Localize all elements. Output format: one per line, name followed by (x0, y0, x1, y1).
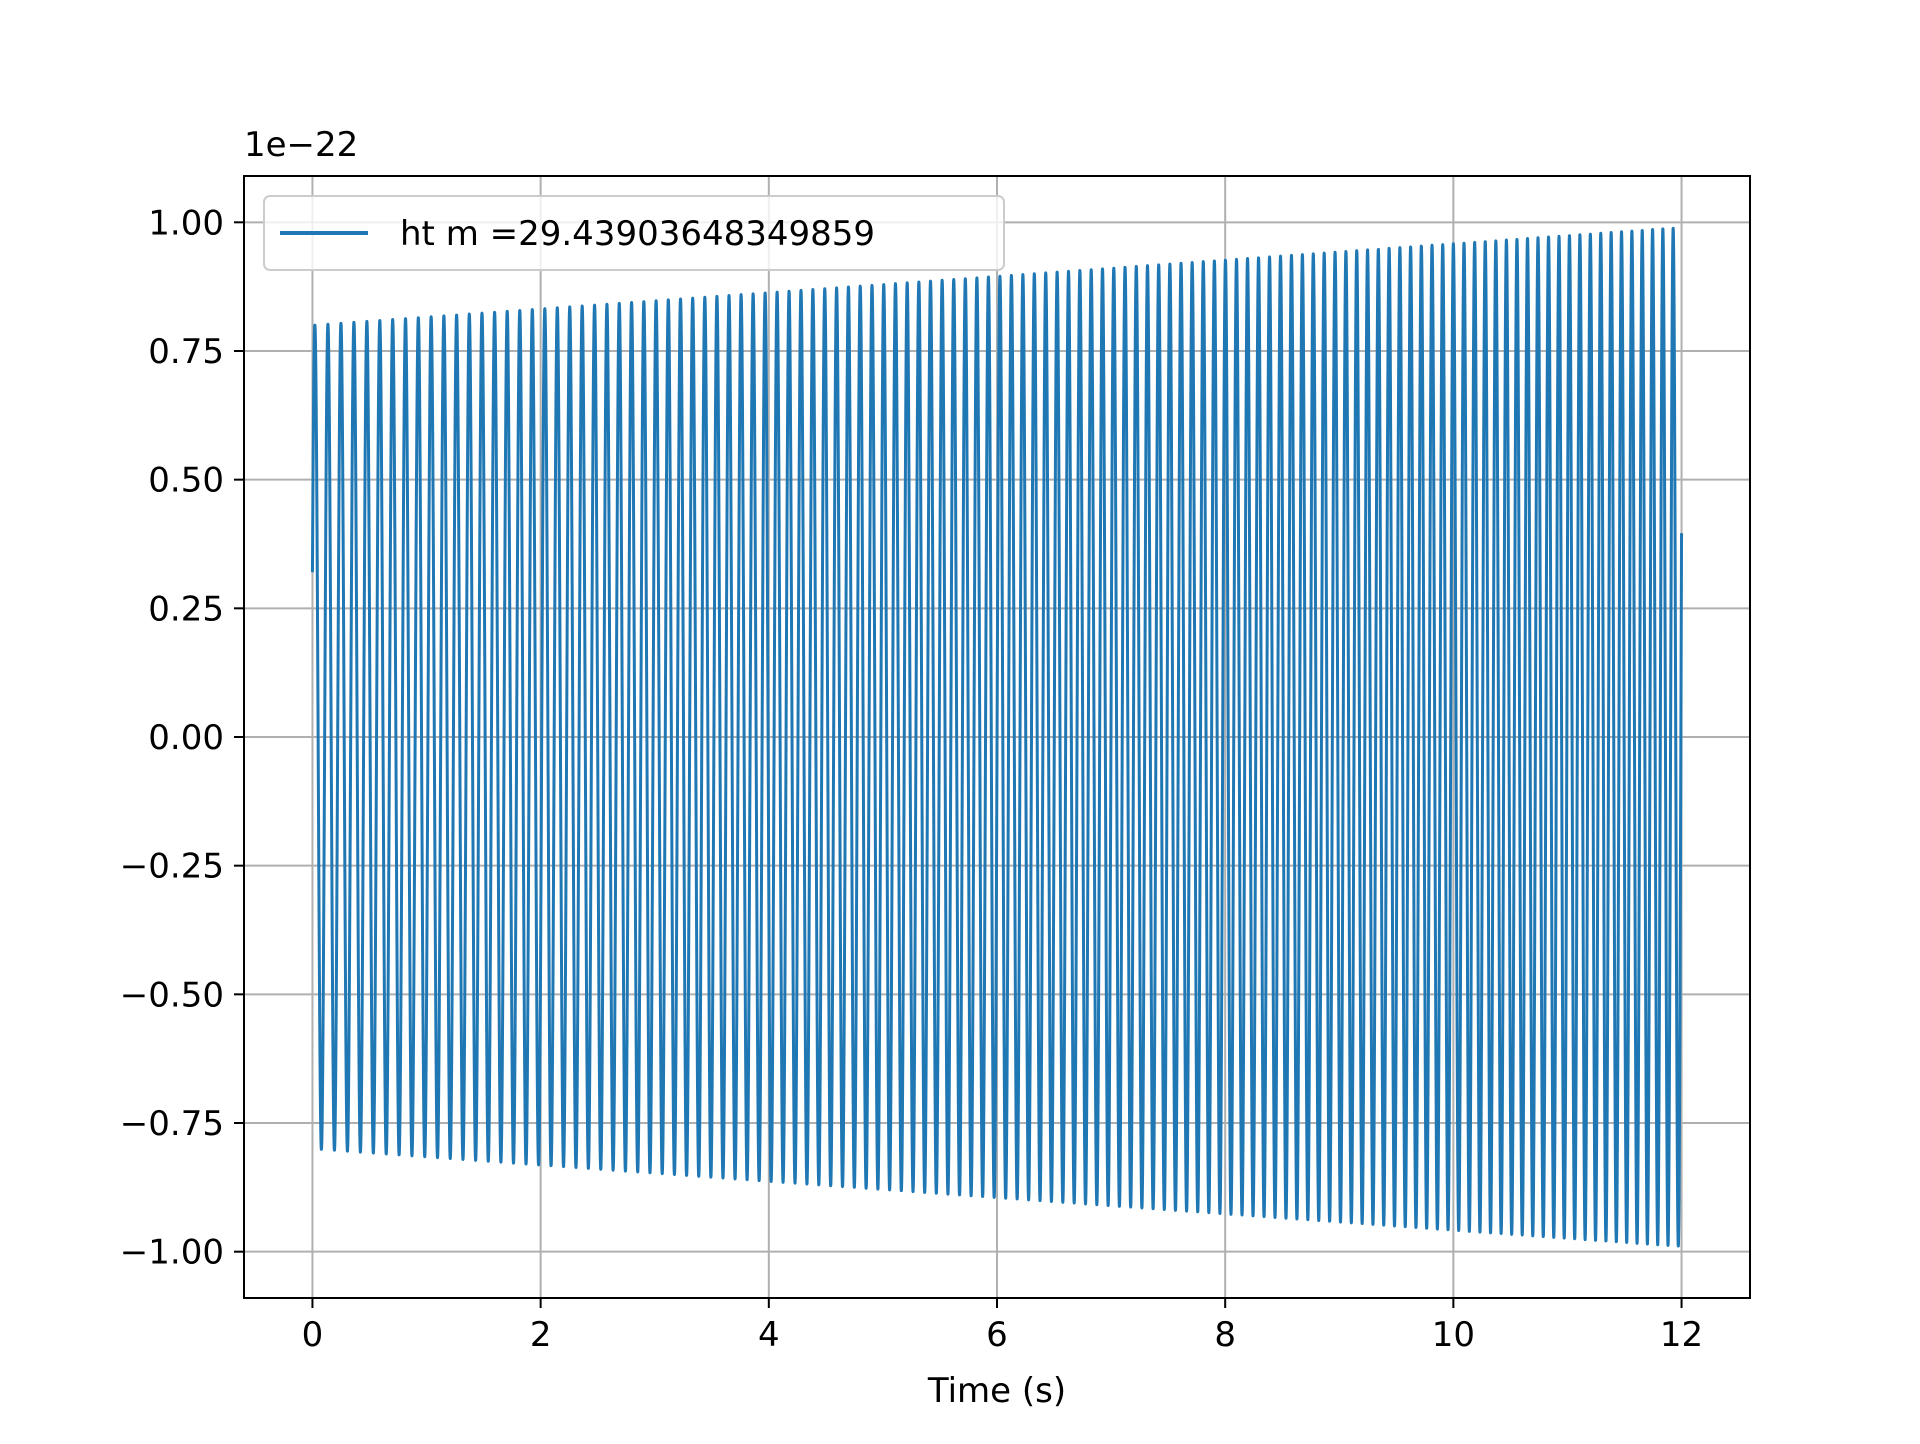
x-axis-label: Time (s) (927, 1371, 1066, 1411)
x-tick-label: 4 (758, 1315, 780, 1355)
y-tick-label: 0.25 (148, 589, 224, 629)
y-tick-label: −0.25 (120, 847, 224, 887)
series-line (310, 226, 1684, 1248)
y-tick-label: 0.00 (148, 718, 224, 758)
plot-area (310, 226, 1684, 1248)
y-tick-label: 0.75 (148, 332, 224, 372)
x-tick-label: 6 (986, 1315, 1008, 1355)
x-tick-label: 2 (530, 1315, 552, 1355)
y-tick-label: −0.75 (120, 1104, 224, 1144)
y-offset-label: 1e−22 (244, 125, 358, 165)
x-tick-label: 0 (302, 1315, 324, 1355)
x-tick-label: 8 (1214, 1315, 1236, 1355)
x-tick-label: 12 (1660, 1315, 1703, 1355)
y-tick-label: −1.00 (120, 1233, 224, 1273)
legend-box (263, 195, 1005, 271)
ticks: 0 2 4 6 8 10 12 1.00 0.75 0.50 0.25 0.00 −0.25 −0.50 −… (120, 203, 1703, 1355)
x-tick-label: 10 (1432, 1315, 1475, 1355)
legend: ht m =29.43903648349859 (263, 195, 1005, 271)
legend-label: ht m =29.43903648349859 (400, 214, 875, 254)
y-tick-label: 0.50 (148, 461, 224, 501)
y-tick-label: 1.00 (148, 203, 224, 243)
y-tick-label: −0.50 (120, 975, 224, 1015)
